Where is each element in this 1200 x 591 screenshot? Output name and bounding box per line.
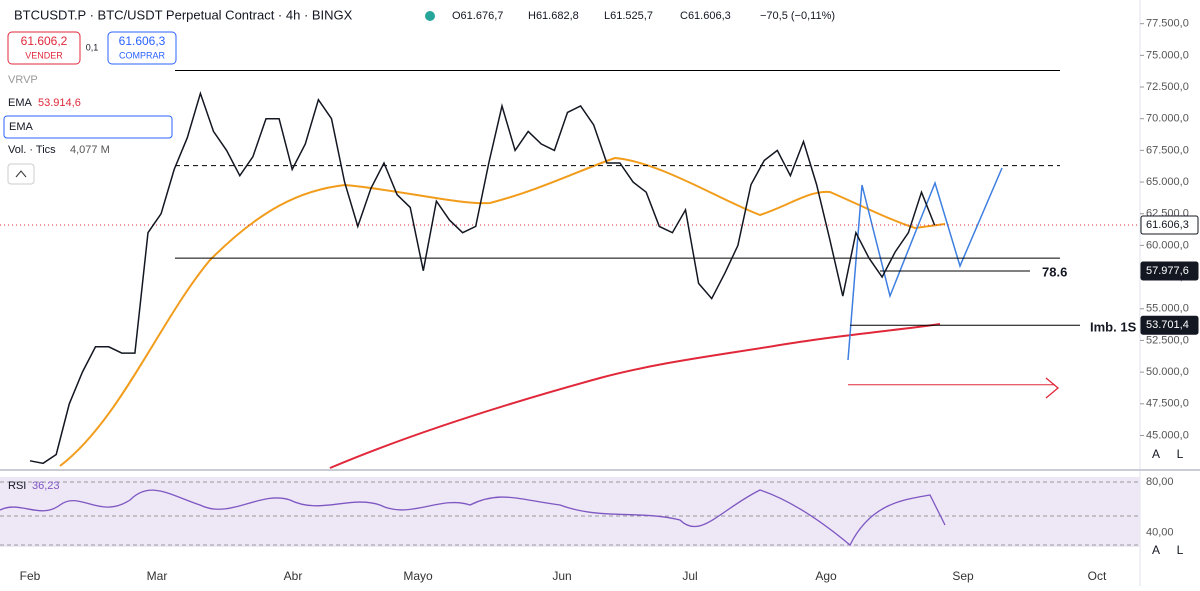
collapse-button[interactable] bbox=[7, 163, 35, 185]
rsi-tick-label: 40,00 bbox=[1146, 526, 1174, 538]
month-label: Mayo bbox=[403, 569, 433, 583]
ohlc-high: H61.682,8 bbox=[528, 10, 579, 22]
imbalance-label: Imb. 1S bbox=[1090, 319, 1137, 334]
price-line bbox=[29, 90, 936, 465]
price-label: 61.606,3 bbox=[1146, 219, 1189, 231]
buy-button[interactable] bbox=[107, 31, 177, 65]
price-tick-label: 47.500,0 bbox=[1146, 398, 1189, 410]
sell-button[interactable] bbox=[7, 31, 81, 65]
price-label-box bbox=[1140, 215, 1199, 235]
rsi-line bbox=[0, 489, 946, 547]
price-tick-label: 55.000,0 bbox=[1146, 303, 1189, 315]
scale-button: A bbox=[1152, 447, 1160, 461]
scale-button: L bbox=[1177, 543, 1184, 557]
volume-value: 4,077 M bbox=[70, 144, 110, 156]
ema-slow bbox=[329, 323, 941, 469]
scale-button: A bbox=[1152, 543, 1160, 557]
buy-label: COMPRAR bbox=[119, 50, 166, 60]
ema-toolbar[interactable] bbox=[3, 115, 173, 139]
ohlc-change: −70,5 (−0,11%) bbox=[760, 10, 835, 22]
symbol: BTCUSDT.P · BTC/USDT Perpetual Contract … bbox=[14, 7, 353, 22]
scale-button: L bbox=[1177, 447, 1184, 461]
month-label: Sep bbox=[952, 569, 974, 583]
ema-label: EMA bbox=[8, 97, 33, 109]
ema-toolbar-label: EMA bbox=[9, 121, 34, 133]
price-tick-label: 65.000,0 bbox=[1146, 176, 1189, 188]
month-label: Oct bbox=[1088, 569, 1107, 583]
volume-label: Vol. · Tics bbox=[8, 144, 56, 156]
spread: 0,1 bbox=[86, 42, 99, 52]
price-tick-label: 60.000,0 bbox=[1146, 239, 1189, 251]
rsi-tick-label: 80,00 bbox=[1146, 476, 1174, 488]
sell-label: VENDER bbox=[25, 50, 63, 60]
ema-fast bbox=[59, 156, 946, 467]
sell-price: 61.606,2 bbox=[21, 34, 68, 48]
price-tick-label: 72.500,0 bbox=[1146, 81, 1189, 93]
price-tick-label: 70.000,0 bbox=[1146, 113, 1189, 125]
price-label: 53.701,4 bbox=[1146, 319, 1189, 331]
month-label: Jun bbox=[552, 569, 571, 583]
month-label: Jul bbox=[682, 569, 697, 583]
month-label: Feb bbox=[20, 569, 41, 583]
buy-price: 61.606,3 bbox=[119, 34, 166, 48]
ohlc-low: L61.525,7 bbox=[604, 10, 653, 22]
price-tick-label: 50.000,0 bbox=[1146, 366, 1189, 378]
ema-value: 53.914,6 bbox=[38, 97, 81, 109]
ohlc-open: O61.676,7 bbox=[452, 10, 503, 22]
price-tick-label: 77.500,0 bbox=[1146, 18, 1189, 30]
vrvp: VRVP bbox=[8, 74, 38, 86]
rsi-value: 36,23 bbox=[32, 480, 60, 492]
price-label-box bbox=[1140, 261, 1199, 281]
rsi-label: RSI bbox=[8, 480, 26, 492]
price-label: 57.977,6 bbox=[1146, 265, 1189, 277]
fib-label: 78.6 bbox=[1042, 264, 1067, 279]
price-tick-label: 75.000,0 bbox=[1146, 49, 1189, 61]
month-label: Abr bbox=[284, 569, 303, 583]
price-tick-label: 52.500,0 bbox=[1146, 334, 1189, 346]
month-label: Mar bbox=[147, 569, 168, 583]
rsi-band bbox=[0, 477, 1140, 547]
ohlc-close: C61.606,3 bbox=[680, 10, 731, 22]
price-label-box bbox=[1140, 315, 1199, 335]
price-tick-label: 45.000,0 bbox=[1146, 429, 1189, 441]
price-tick-label: 67.500,0 bbox=[1146, 144, 1189, 156]
month-label: Ago bbox=[815, 569, 837, 583]
projection bbox=[847, 167, 1003, 361]
